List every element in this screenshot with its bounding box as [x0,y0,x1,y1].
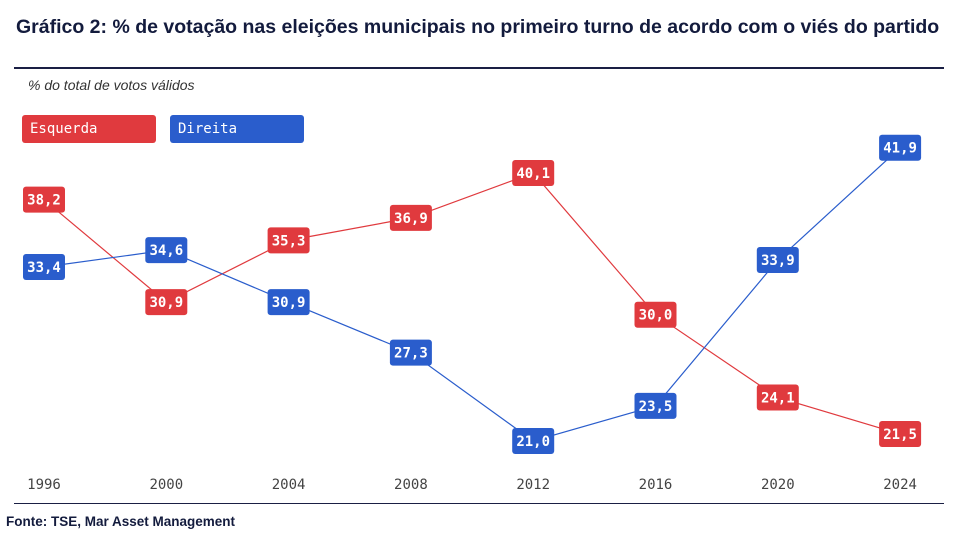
svg-text:21,0: 21,0 [516,434,550,450]
data-label-direita-2020: 33,9 [756,246,799,273]
svg-text:27,3: 27,3 [394,346,428,362]
x-tick-label-2000: 2000 [149,477,183,493]
data-label-direita-2016: 23,5 [634,392,677,419]
legend-item-direita: Direita [170,115,304,143]
svg-text:33,4: 33,4 [27,260,61,276]
data-label-direita-2012: 21,0 [512,428,555,454]
data-label-direita-2004: 30,9 [267,289,310,316]
x-tick-label-2024: 2024 [883,477,917,493]
svg-text:41,9: 41,9 [883,141,917,157]
svg-text:33,9: 33,9 [761,253,795,269]
svg-text:36,9: 36,9 [394,211,428,227]
data-label-direita-1996: 33,4 [23,254,65,281]
data-label-direita-2000: 34,6 [145,237,188,264]
data-label-esquerda-2004: 35,3 [267,227,310,254]
y-axis-unit-label: % do total de votos válidos [28,77,195,93]
data-label-esquerda-1996: 38,2 [23,186,65,213]
data-label-direita-2024: 41,9 [879,134,922,161]
data-label-esquerda-2000: 30,9 [145,289,188,316]
chart-title: Gráfico 2: % de votação nas eleições mun… [16,16,940,38]
svg-text:34,6: 34,6 [149,243,183,259]
x-tick-label-2008: 2008 [394,477,428,493]
data-label-direita-2008: 27,3 [389,339,432,366]
svg-text:21,5: 21,5 [883,427,917,443]
legend-item-esquerda: Esquerda [22,115,156,143]
svg-text:35,3: 35,3 [272,233,306,249]
data-label-esquerda-2020: 24,1 [756,384,799,411]
svg-text:30,9: 30,9 [272,295,306,311]
x-tick-label-1996: 1996 [27,477,61,493]
svg-text:24,1: 24,1 [761,391,795,407]
data-label-esquerda-2016: 30,0 [634,301,677,328]
svg-text:30,0: 30,0 [639,308,673,324]
svg-text:23,5: 23,5 [639,399,673,415]
data-label-esquerda-2008: 36,9 [389,204,432,231]
svg-text:38,2: 38,2 [27,193,61,209]
data-label-esquerda-2012: 40,1 [512,160,555,186]
data-label-esquerda-2024: 21,5 [879,420,922,447]
footer-divider [14,503,944,504]
x-tick-label-2016: 2016 [639,477,673,493]
source-note: Fonte: TSE, Mar Asset Management [6,514,236,529]
x-tick-label-2012: 2012 [516,477,550,493]
x-tick-label-2004: 2004 [272,477,306,493]
svg-text:30,9: 30,9 [149,295,183,311]
svg-text:40,1: 40,1 [516,166,550,182]
title-divider [14,67,944,69]
x-tick-label-2020: 2020 [761,477,795,493]
